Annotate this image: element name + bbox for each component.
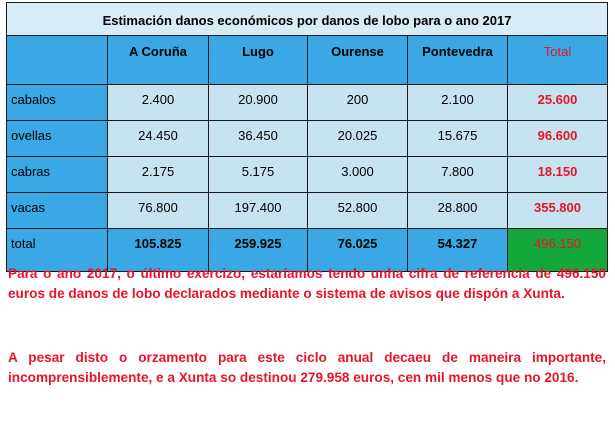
table-row: ovellas 24.450 36.450 20.025 15.675 96.6…	[6, 120, 608, 157]
column-total-cell: 54.327	[407, 228, 508, 272]
table-cell: 28.800	[407, 192, 508, 229]
table-cell: 200	[307, 84, 408, 121]
row-label: cabalos	[6, 84, 108, 121]
table-cell: 24.450	[107, 120, 209, 157]
grand-total-cell: 496.150	[507, 228, 608, 272]
table-cell: 5.175	[208, 156, 308, 193]
table-cell: 7.800	[407, 156, 508, 193]
row-total-cell: 18.150	[507, 156, 608, 193]
table-title: Estimación danos económicos por danos de…	[6, 2, 608, 36]
column-total-cell: 259.925	[208, 228, 308, 272]
damage-table: Estimación danos económicos por danos de…	[6, 2, 608, 272]
table-cell: 2.400	[107, 84, 209, 121]
row-label: vacas	[6, 192, 108, 229]
header-cell-a-coruna: A Coruña	[107, 35, 209, 85]
row-total-cell: 355.800	[507, 192, 608, 229]
table-cell: 15.675	[407, 120, 508, 157]
paragraph-budget-decrease: A pesar disto o orzamento para este cicl…	[8, 350, 606, 385]
table-cell: 197.400	[208, 192, 308, 229]
table-cell: 2.175	[107, 156, 209, 193]
row-label: ovellas	[6, 120, 108, 157]
row-total-cell: 25.600	[507, 84, 608, 121]
table-cell: 20.900	[208, 84, 308, 121]
table-cell: 20.025	[307, 120, 408, 157]
header-row: A Coruña Lugo Ourense Pontevedra Total	[6, 35, 608, 85]
table-row: cabras 2.175 5.175 3.000 7.800 18.150	[6, 156, 608, 193]
table-cell: 52.800	[307, 192, 408, 229]
paragraph-2017-reference: Para o ano 2017, o último exercizo, esta…	[8, 266, 606, 301]
header-cell-total: Total	[507, 35, 608, 85]
table-row: vacas 76.800 197.400 52.800 28.800 355.8…	[6, 192, 608, 229]
row-total-cell: 96.600	[507, 120, 608, 157]
header-cell-ourense: Ourense	[307, 35, 408, 85]
table-cell: 76.800	[107, 192, 209, 229]
total-row-label: total	[6, 228, 108, 272]
table-row: cabalos 2.400 20.900 200 2.100 25.600	[6, 84, 608, 121]
row-label: cabras	[6, 156, 108, 193]
table-cell: 36.450	[208, 120, 308, 157]
table-cell: 2.100	[407, 84, 508, 121]
total-row: total 105.825 259.925 76.025 54.327 496.…	[6, 228, 608, 272]
header-cell-empty	[6, 35, 108, 85]
header-cell-lugo: Lugo	[208, 35, 308, 85]
column-total-cell: 76.025	[307, 228, 408, 272]
header-cell-pontevedra: Pontevedra	[407, 35, 508, 85]
table-cell: 3.000	[307, 156, 408, 193]
